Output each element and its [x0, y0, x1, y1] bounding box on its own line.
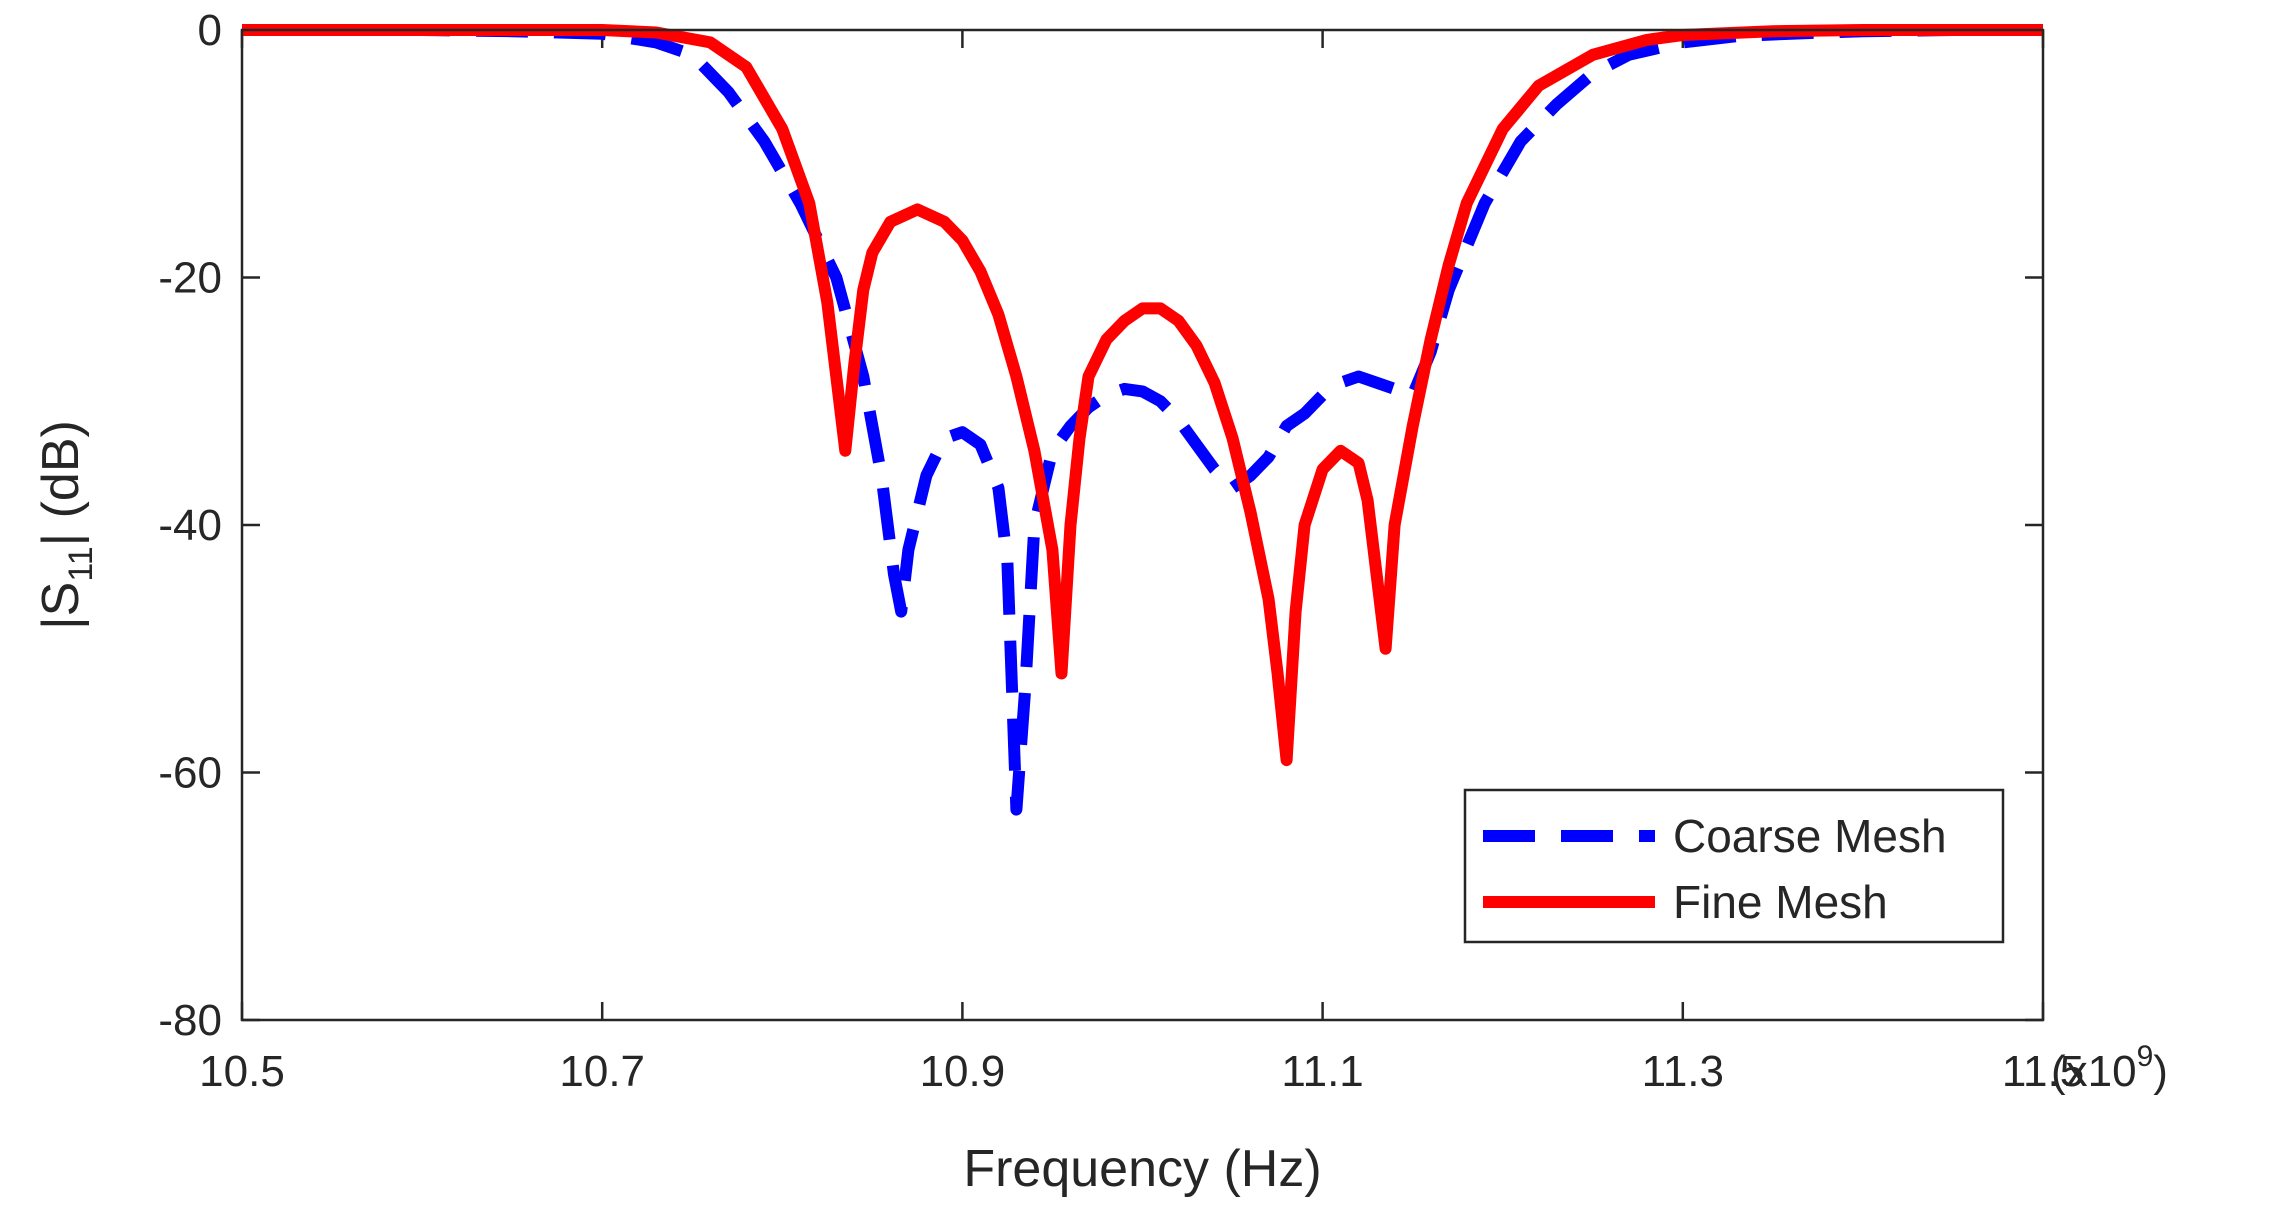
series-line-coarse-mesh [242, 24, 2043, 816]
x-axis-multiplier-exponent: 9 [2137, 1040, 2154, 1073]
x-tick-label: 11.1 [1281, 1047, 1363, 1096]
x-tick-label: 11.3 [1642, 1047, 1724, 1096]
x-axis-label: Frequency (Hz) [963, 1140, 1321, 1198]
x-axis-multiplier: (x109) [2051, 1040, 2168, 1096]
legend-box [1463, 788, 2005, 944]
x-tick-label: 10.7 [559, 1047, 645, 1096]
series-layer [242, 24, 2043, 816]
x-axis-multiplier-close: ) [2153, 1047, 2168, 1096]
legend-label: Fine Mesh [1673, 876, 1888, 928]
tick-labels: 10.5 10.7 10.9 11.1 11.3 11.5 0 -20 -40 -60 -80 [158, 6, 2084, 1096]
y-tick-label: -80 [158, 996, 222, 1045]
y-axis-label-part-1: |S [32, 582, 90, 630]
axes-box [240, 28, 2045, 1022]
y-tick-label: -60 [158, 749, 222, 798]
x-tick-label: 10.9 [920, 1047, 1006, 1096]
x-axis-multiplier-base: (x10 [2051, 1047, 2137, 1096]
y-axis-label: |S11| (dB) [32, 420, 100, 630]
x-tick-label: 11.5 [2002, 1047, 2084, 1096]
legend: Coarse Mesh Fine Mesh [1463, 788, 2005, 944]
legend-label: Coarse Mesh [1673, 810, 1947, 862]
y-tick-label: -20 [158, 254, 222, 303]
x-tick-label: 10.5 [199, 1047, 285, 1096]
y-axis-label-subscript: 11 [62, 546, 100, 581]
y-tick-label: -40 [158, 501, 222, 550]
series-line-fine-mesh [242, 24, 2043, 767]
y-axis-label-part-2: | (dB) [32, 420, 90, 546]
y-tick-label: 0 [198, 6, 222, 55]
